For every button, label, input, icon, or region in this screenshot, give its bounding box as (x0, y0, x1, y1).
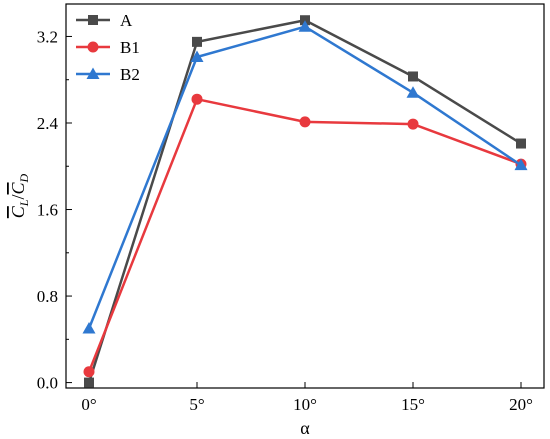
x-axis-ticks: 0° 5° 10° 15° 20° (81, 382, 533, 414)
data-point-b1 (191, 93, 203, 105)
x-tick-label: 15° (401, 395, 425, 414)
legend-marker (87, 41, 99, 53)
legend-label: B2 (120, 65, 140, 84)
x-tick-label: 5° (189, 395, 204, 414)
legend-label: B1 (120, 38, 140, 57)
x-tick-label: 20° (509, 395, 533, 414)
data-point-a (192, 36, 202, 47)
legend-item-b1: B1 (76, 38, 140, 57)
legend-marker (86, 67, 100, 79)
series-line-a (87, 18, 522, 383)
y-axis-title: CL/CD (8, 173, 31, 218)
x-tick-label: 0° (81, 395, 96, 414)
plot-frame (65, 3, 545, 389)
legend-item-b2: B2 (76, 65, 140, 84)
y-tick-label: 0.0 (37, 374, 58, 393)
series-line-b1 (87, 97, 522, 373)
series-b1 (83, 93, 527, 378)
data-point-b2 (190, 50, 204, 63)
data-point-a (408, 71, 418, 82)
svg-text:CL/CD: CL/CD (8, 173, 31, 218)
y-tick-label: 0.8 (37, 287, 58, 306)
legend-item-a: A (76, 11, 133, 30)
series-a (84, 15, 526, 388)
y-title-den-base: C (8, 181, 28, 194)
x-axis-title: α (300, 418, 310, 438)
y-tick-label: 3.2 (37, 27, 58, 46)
data-point-b2 (298, 20, 312, 32)
data-point-b1 (299, 116, 311, 128)
data-point-b2 (514, 158, 528, 171)
y-tick-label: 1.6 (37, 201, 58, 220)
series-layer (82, 15, 528, 388)
data-point-b2 (406, 86, 420, 98)
data-point-b1 (83, 366, 95, 378)
data-point-a (84, 377, 94, 388)
y-axis-ticks: 0.0 0.8 1.6 2.4 3.2 (37, 27, 72, 393)
data-point-b1 (407, 118, 419, 130)
data-point-a (516, 138, 526, 149)
x-tick-label: 10° (293, 395, 317, 414)
legend-marker (88, 15, 98, 25)
y-tick-label: 2.4 (37, 114, 59, 133)
y-title-num-base: C (8, 205, 28, 218)
legend: A B1 B2 (76, 11, 140, 84)
data-point-b2 (82, 322, 96, 334)
series-b2 (82, 20, 528, 334)
y-title-slash: / (8, 194, 28, 199)
y-title-num-sub: L (17, 199, 31, 207)
legend-label: A (120, 11, 133, 30)
y-title-den-sub: D (17, 173, 31, 183)
